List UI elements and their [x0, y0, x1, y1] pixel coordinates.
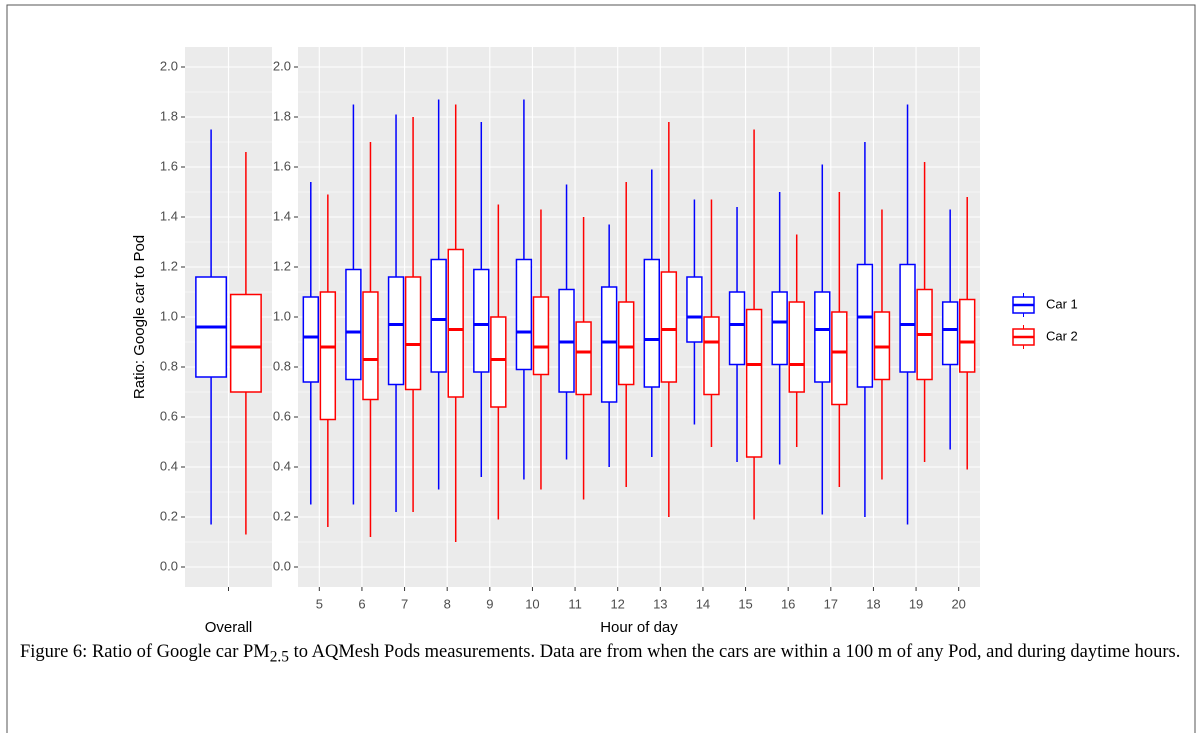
box — [745, 308, 763, 458]
y-tick-label: 1.4 — [273, 208, 291, 223]
y-tick-label: 2.0 — [160, 58, 178, 73]
box — [941, 301, 959, 366]
box — [899, 263, 916, 373]
y-axis-title: Ratio: Google car to Pod — [131, 235, 148, 399]
box — [831, 311, 848, 406]
box — [618, 301, 635, 386]
x-tick-label: 12 — [610, 596, 624, 611]
y-tick-label: 0.4 — [160, 458, 178, 473]
x-tick-label: 16 — [781, 596, 795, 611]
box — [788, 301, 805, 393]
box — [686, 276, 703, 343]
x-tick-label: 14 — [696, 596, 710, 611]
y-tick-label: 1.0 — [273, 308, 291, 323]
box — [660, 271, 678, 383]
x-tick-label: 11 — [568, 596, 582, 611]
box — [856, 263, 874, 388]
box — [362, 291, 379, 401]
box — [814, 291, 831, 383]
x-tick-label: 13 — [653, 596, 667, 611]
box — [515, 258, 533, 371]
x-axis-title: Hour of day — [600, 619, 678, 636]
x-tick-label: 7 — [401, 596, 408, 611]
box — [771, 291, 788, 366]
x-tick-label: 10 — [525, 596, 539, 611]
y-tick-label: 1.6 — [273, 158, 291, 173]
box — [473, 268, 490, 373]
box — [600, 286, 618, 403]
x-axis-title: Overall — [205, 619, 253, 636]
box — [575, 321, 592, 396]
y-tick-label: 1.4 — [160, 208, 178, 223]
x-tick-label: 19 — [909, 596, 923, 611]
y-tick-label: 0.8 — [273, 358, 291, 373]
y-tick-label: 0.4 — [273, 458, 291, 473]
box — [302, 296, 319, 383]
box — [387, 276, 405, 386]
x-tick-label: 8 — [444, 596, 451, 611]
box — [229, 293, 262, 393]
y-tick-label: 0.2 — [273, 508, 291, 523]
y-tick-label: 0.0 — [160, 558, 178, 573]
caption-text: Figure 6: Ratio of Google car PM — [20, 642, 270, 662]
x-tick-label: 5 — [316, 596, 323, 611]
box — [490, 316, 507, 408]
x-tick-label: 20 — [951, 596, 965, 611]
legend-label: Car 2 — [1046, 328, 1078, 343]
box — [319, 291, 337, 421]
box — [703, 316, 720, 396]
box — [532, 296, 550, 376]
box — [959, 298, 976, 373]
box — [404, 276, 422, 391]
box — [430, 258, 447, 373]
box — [447, 248, 464, 398]
y-tick-label: 1.0 — [160, 308, 178, 323]
box — [643, 258, 660, 388]
x-tick-label: 18 — [866, 596, 880, 611]
x-tick-label: 15 — [738, 596, 752, 611]
box — [728, 291, 746, 366]
x-tick-label: 6 — [358, 596, 365, 611]
y-tick-label: 2.0 — [273, 58, 291, 73]
x-tick-label: 9 — [486, 596, 493, 611]
x-tick-label: 17 — [824, 596, 838, 611]
caption-subscript: 2.5 — [269, 648, 289, 666]
y-tick-label: 1.2 — [160, 258, 178, 273]
caption-text: to AQMesh Pods measurements. Data are fr… — [288, 642, 1181, 662]
y-tick-label: 0.6 — [273, 408, 291, 423]
y-tick-label: 0.8 — [160, 358, 178, 373]
y-tick-label: 1.8 — [273, 108, 291, 123]
caption: Figure 6: Ratio of Google car PM2.5 to A… — [20, 640, 1190, 670]
y-tick-label: 0.2 — [160, 508, 178, 523]
legend-label: Car 1 — [1046, 296, 1078, 311]
y-tick-label: 0.6 — [160, 408, 178, 423]
frame — [6, 4, 1196, 733]
y-tick-label: 1.6 — [160, 158, 178, 173]
y-tick-label: 1.2 — [273, 258, 291, 273]
y-tick-label: 0.0 — [273, 558, 291, 573]
y-tick-label: 1.8 — [160, 108, 178, 123]
box — [345, 268, 362, 381]
